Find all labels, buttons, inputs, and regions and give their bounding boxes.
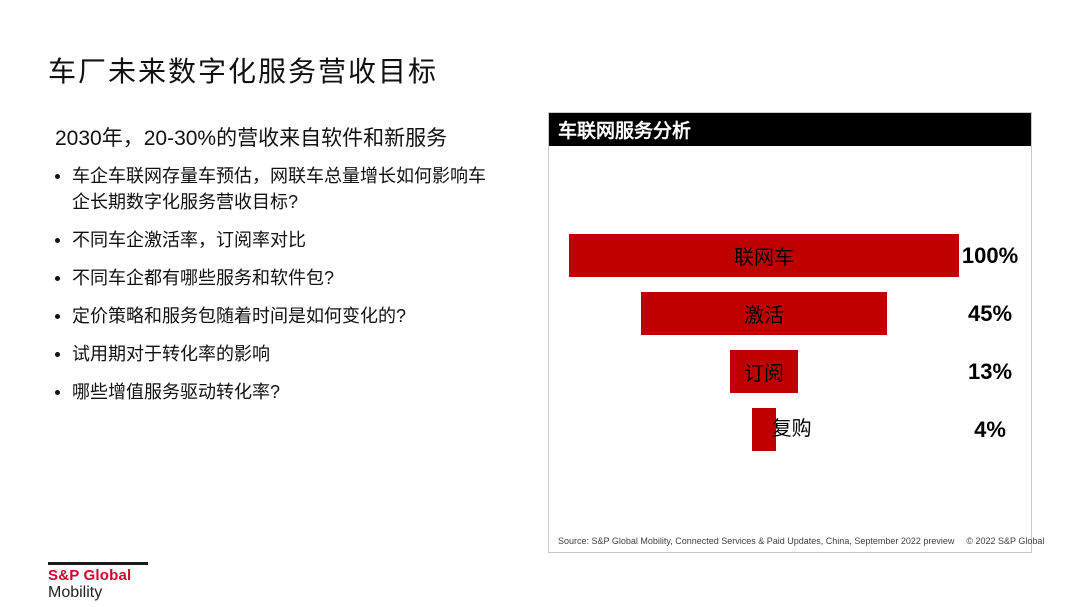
bullet-list: 车企车联网存量车预估，网联车总量增长如何影响车企长期数字化服务营收目标? 不同车企… [55,163,515,417]
chart-panel: 车联网服务分析 Source: S&P Global Mobility, Con… [548,112,1044,553]
bullet-item: 定价策略和服务包随着时间是如何变化的? [55,303,515,329]
bullet-dot [55,238,60,243]
chart-title-bar: 车联网服务分析 [549,113,1031,146]
bullet-dot [55,352,60,357]
bullet-item: 车企车联网存量车预估，网联车总量增长如何影响车企长期数字化服务营收目标? [55,163,515,215]
bullet-text: 车企车联网存量车预估，网联车总量增长如何影响车企长期数字化服务营收目标? [72,166,486,212]
slide-subtitle: 2030年，20-30%的营收来自软件和新服务 [55,127,448,150]
bullet-text: 试用期对于转化率的影响 [72,344,270,364]
funnel-value-label: 4% [974,417,1006,442]
chart-source: Source: S&P Global Mobility, Connected S… [558,536,955,546]
funnel-bar-2: 激活 [641,292,887,335]
funnel-bar-3: 订阅 [729,350,799,393]
funnel-bar-label: 激活 [743,305,784,327]
page-title: 车厂未来数字化服务营收目标 [48,56,439,87]
funnel-value-label: 100% [961,243,1019,268]
bullet-text: 哪些增值服务驱动转化率? [72,382,281,402]
funnel-bar-4 [752,408,776,451]
bullet-text: 定价策略和服务包随着时间是如何变化的? [72,306,407,326]
chart-copyright: © 2022 S&P Global [966,536,1045,546]
funnel-value-label: 13% [967,359,1013,384]
logo-rule [48,562,148,565]
bullet-dot [55,314,60,319]
brand-division: Mobility [48,584,103,601]
chart-footnote-row: Source: S&P Global Mobility, Connected S… [558,536,1044,546]
brand-name: S&P Global [48,567,132,584]
funnel-bar-label: 联网车 [734,247,794,269]
bullet-text: 不同车企都有哪些服务和软件包? [72,268,335,288]
bullet-dot [55,390,60,395]
funnel-chart: Source: S&P Global Mobility, Connected S… [549,146,1044,552]
funnel-bar-label: 复购 [771,418,812,440]
funnel-bar-1: 联网车 [569,234,959,277]
bullet-item: 哪些增值服务驱动转化率? [55,379,515,405]
bullet-item: 不同车企都有哪些服务和软件包? [55,265,515,291]
bullet-text: 不同车企激活率，订阅率对比 [72,230,306,250]
funnel-bar-label: 订阅 [744,363,784,385]
funnel-value-label: 45% [967,301,1013,326]
bullet-item: 不同车企激活率，订阅率对比 [55,227,515,253]
bullet-dot [55,174,60,179]
bullet-item: 试用期对于转化率的影响 [55,341,515,367]
bullet-dot [55,276,60,281]
brand-logo: S&P Global Mobility [48,562,148,602]
